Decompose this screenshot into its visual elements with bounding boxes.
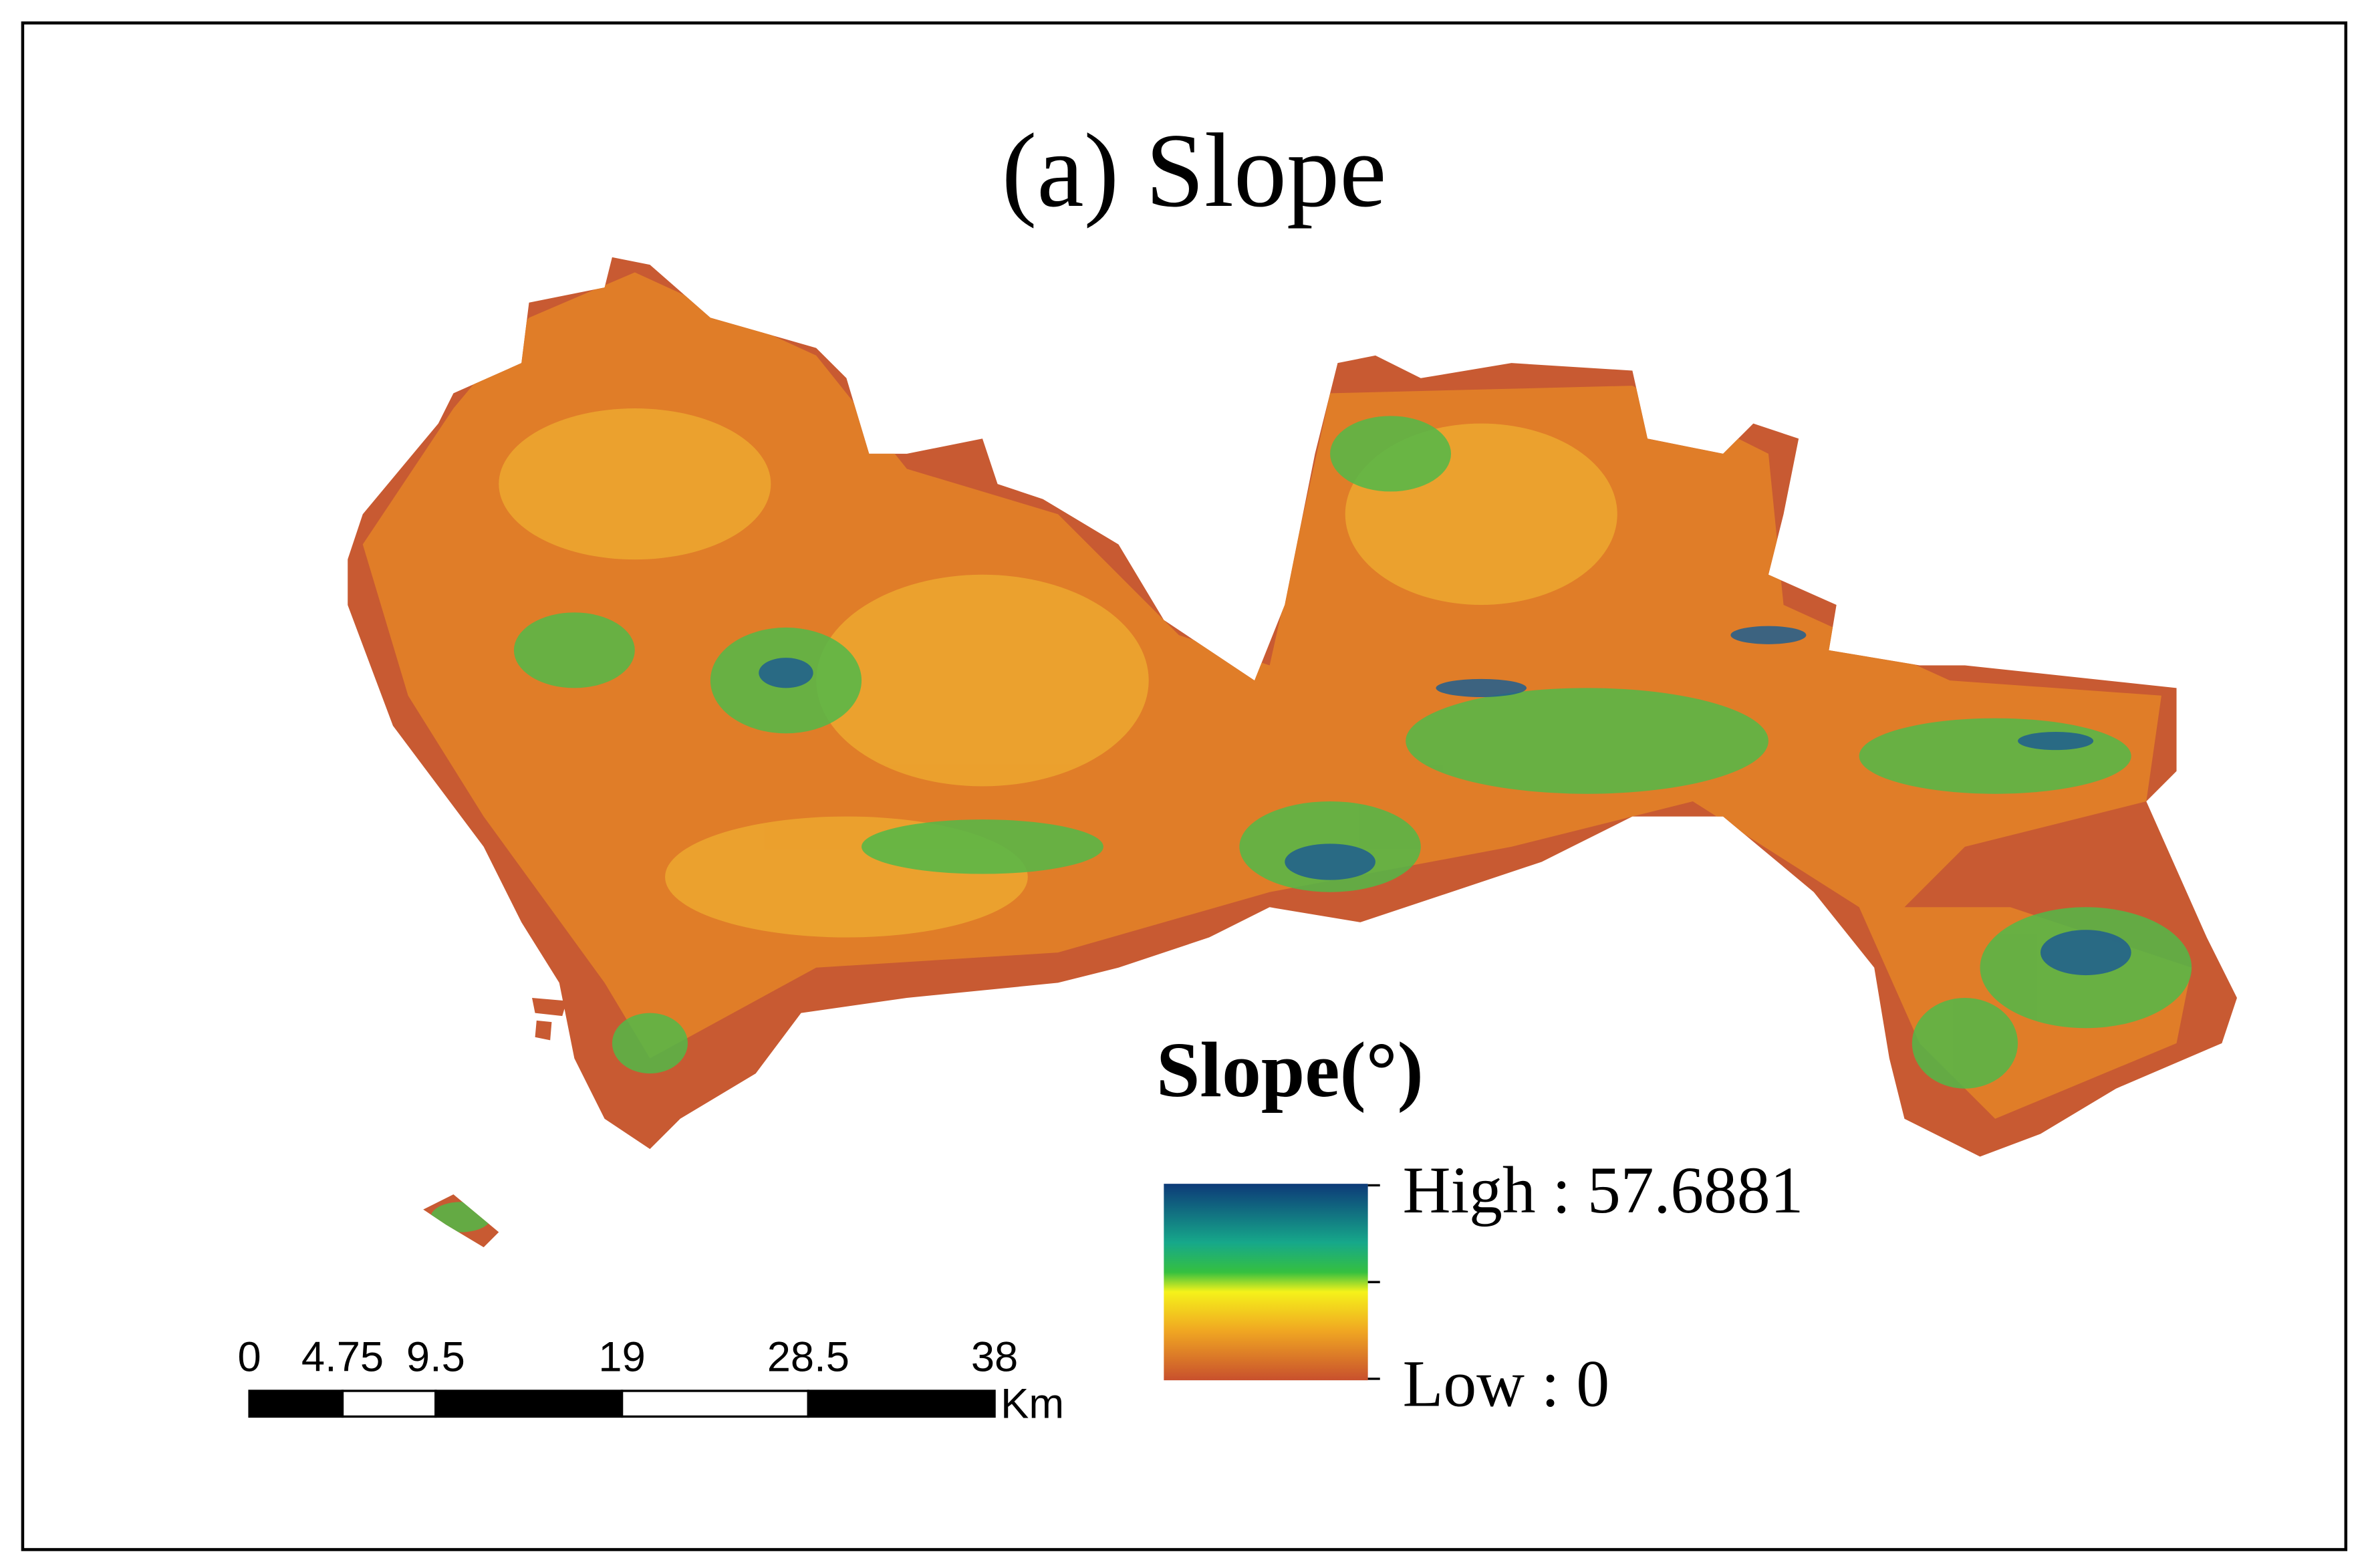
- scale-unit: Km: [1001, 1381, 1064, 1428]
- legend-title: Slope(°): [1156, 1027, 1424, 1114]
- scale-segment: [620, 1390, 810, 1418]
- scale-segment: [341, 1390, 437, 1418]
- legend-low: Low : 0: [1403, 1347, 1610, 1421]
- scale-label: 28.5: [767, 1334, 849, 1381]
- scale-segment: [807, 1390, 996, 1418]
- scale-segment: [434, 1390, 624, 1418]
- scale-label: 19: [598, 1334, 645, 1381]
- legend-ticks: [1367, 1184, 1380, 1380]
- scale-label: 0: [238, 1334, 261, 1381]
- scale-label: 38: [971, 1334, 1018, 1381]
- scale-label: 4.75: [301, 1334, 384, 1381]
- legend-ramp: [1164, 1184, 1368, 1381]
- legend-high: High : 57.6881: [1403, 1153, 1804, 1227]
- map-title: (a) Slope: [1002, 112, 1387, 229]
- frame: [21, 21, 2348, 1551]
- slope-raster: [348, 257, 2237, 1248]
- scale-segment: [248, 1390, 344, 1418]
- scale-label: 9.5: [406, 1334, 465, 1381]
